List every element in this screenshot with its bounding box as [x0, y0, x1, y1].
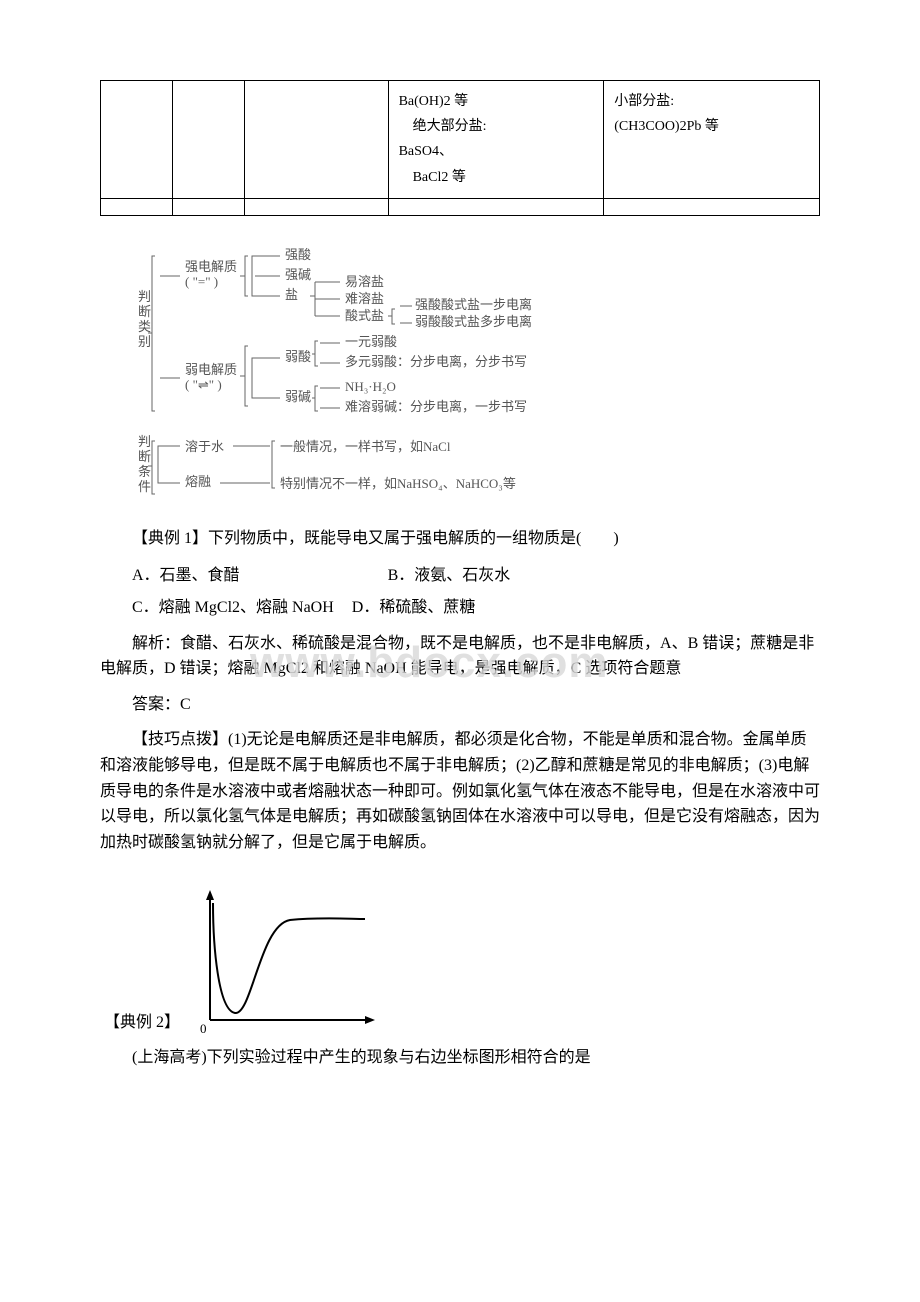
cell-text: 绝大部分盐:: [399, 114, 594, 139]
answer-value: C: [180, 696, 191, 713]
analysis-label: 解析：: [132, 635, 180, 652]
table-row: Ba(OH)2 等 绝大部分盐: BaSO4、 BaCl2 等 小部分盐: (C…: [101, 81, 820, 199]
diagram-label: 弱酸: [285, 349, 311, 364]
diagram-label: 别: [138, 334, 151, 349]
diagram-label: 难溶弱碱：分步电离，一步书写: [345, 399, 527, 414]
table-cell-content: Ba(OH)2 等 绝大部分盐: BaSO4、 BaCl2 等: [388, 81, 604, 199]
diagram-label: 盐: [285, 287, 298, 302]
diagram-label: ( "=" ): [185, 274, 218, 289]
example1-title: 【典例 1】下列物质中，既能导电又属于强电解质的一组物质是( ): [100, 526, 820, 552]
coordinate-chart: 0: [180, 885, 380, 1035]
cell-text: BaSO4、: [399, 139, 594, 164]
diagram-label: 断: [138, 449, 151, 464]
cell-text: Ba(OH)2 等: [399, 89, 594, 114]
diagram-label: 弱电解质: [185, 362, 237, 377]
chart-origin-label: 0: [200, 1021, 207, 1035]
diagram-label: 类: [138, 319, 151, 334]
diagram-label: 强酸: [285, 247, 311, 262]
classification-tree-diagram: 判 断 类 别 强电解质 ( "=" ) 强酸 强碱 盐 易溶盐 难溶盐 酸式盐: [130, 246, 650, 506]
table-cell-empty: [101, 81, 173, 199]
diagram-label: 判: [138, 289, 151, 304]
option-c: C．熔融 MgCl2、熔融 NaOH: [132, 599, 334, 616]
cell-text: (CH3COO)2Pb 等: [614, 114, 809, 139]
diagram-label: 难溶盐: [345, 291, 384, 306]
diagram-label: 一般情况，一样书写，如NaCl: [280, 439, 451, 454]
table-cell-content: 小部分盐: (CH3COO)2Pb 等: [604, 81, 820, 199]
diagram-label: 一元弱酸: [345, 334, 397, 349]
diagram-label: NH₃·H₂O: [345, 379, 396, 394]
diagram-label: ( "⇌" ): [185, 377, 222, 392]
diagram-label: 弱碱: [285, 389, 311, 404]
technique-label: 【技巧点拨】: [132, 731, 228, 748]
diagram-label: 判: [138, 434, 151, 449]
diagram-label: 熔融: [185, 474, 211, 489]
diagram-label: 溶于水: [185, 439, 224, 454]
diagram-label: 强碱: [285, 267, 311, 282]
example2-row: 【典例 2】 0: [100, 865, 820, 1035]
option-row: A．石墨、食醋 B．液氨、石灰水: [100, 563, 820, 589]
diagram-label: 弱酸酸式盐多步电离: [415, 314, 532, 329]
table-cell-empty: [604, 198, 820, 215]
answer-para: 答案：C: [100, 692, 820, 718]
table-cell-empty: [172, 81, 244, 199]
option-row: C．熔融 MgCl2、熔融 NaOH D．稀硫酸、蔗糖: [100, 595, 820, 621]
example2-label: 【典例 2】: [104, 1010, 180, 1036]
option-b: B．液氨、石灰水: [388, 567, 511, 584]
partial-table: Ba(OH)2 等 绝大部分盐: BaSO4、 BaCl2 等 小部分盐: (C…: [100, 80, 820, 216]
diagram-label: 强电解质: [185, 259, 237, 274]
example2-subtitle: (上海高考)下列实验过程中产生的现象与右边坐标图形相符合的是: [100, 1045, 820, 1071]
analysis-text: 食醋、石灰水、稀硫酸是混合物，既不是电解质，也不是非电解质，A、B 错误；蔗糖是…: [100, 635, 814, 678]
diagram-label: 件: [138, 479, 151, 494]
diagram-label: 多元弱酸：分步电离，分步书写: [345, 354, 527, 369]
table-cell-empty: [101, 198, 173, 215]
diagram-label: 酸式盐: [345, 308, 384, 323]
diagram-label: 强酸酸式盐一步电离: [415, 297, 532, 312]
option-d: D．稀硫酸、蔗糖: [352, 599, 476, 616]
cell-text: 小部分盐:: [614, 89, 809, 114]
cell-text: BaCl2 等: [399, 165, 594, 190]
diagram-label: 特别情况不一样，如NaHSO₄、NaHCO₃等: [280, 476, 516, 491]
diagram-label: 断: [138, 304, 151, 319]
table-cell-empty: [388, 198, 604, 215]
option-a: A．石墨、食醋: [132, 567, 240, 584]
table-row: [101, 198, 820, 215]
table-cell-empty: [244, 81, 388, 199]
answer-label: 答案：: [132, 696, 180, 713]
technique-text: (1)无论是电解质还是非电解质，都必须是化合物，不能是单质和混合物。金属单质和溶…: [100, 731, 820, 850]
table-cell-empty: [172, 198, 244, 215]
diagram-label: 易溶盐: [345, 274, 384, 289]
analysis-para: 解析：食醋、石灰水、稀硫酸是混合物，既不是电解质，也不是非电解质，A、B 错误；…: [100, 631, 820, 682]
table-cell-empty: [244, 198, 388, 215]
technique-para: 【技巧点拨】(1)无论是电解质还是非电解质，都必须是化合物，不能是单质和混合物。…: [100, 727, 820, 855]
